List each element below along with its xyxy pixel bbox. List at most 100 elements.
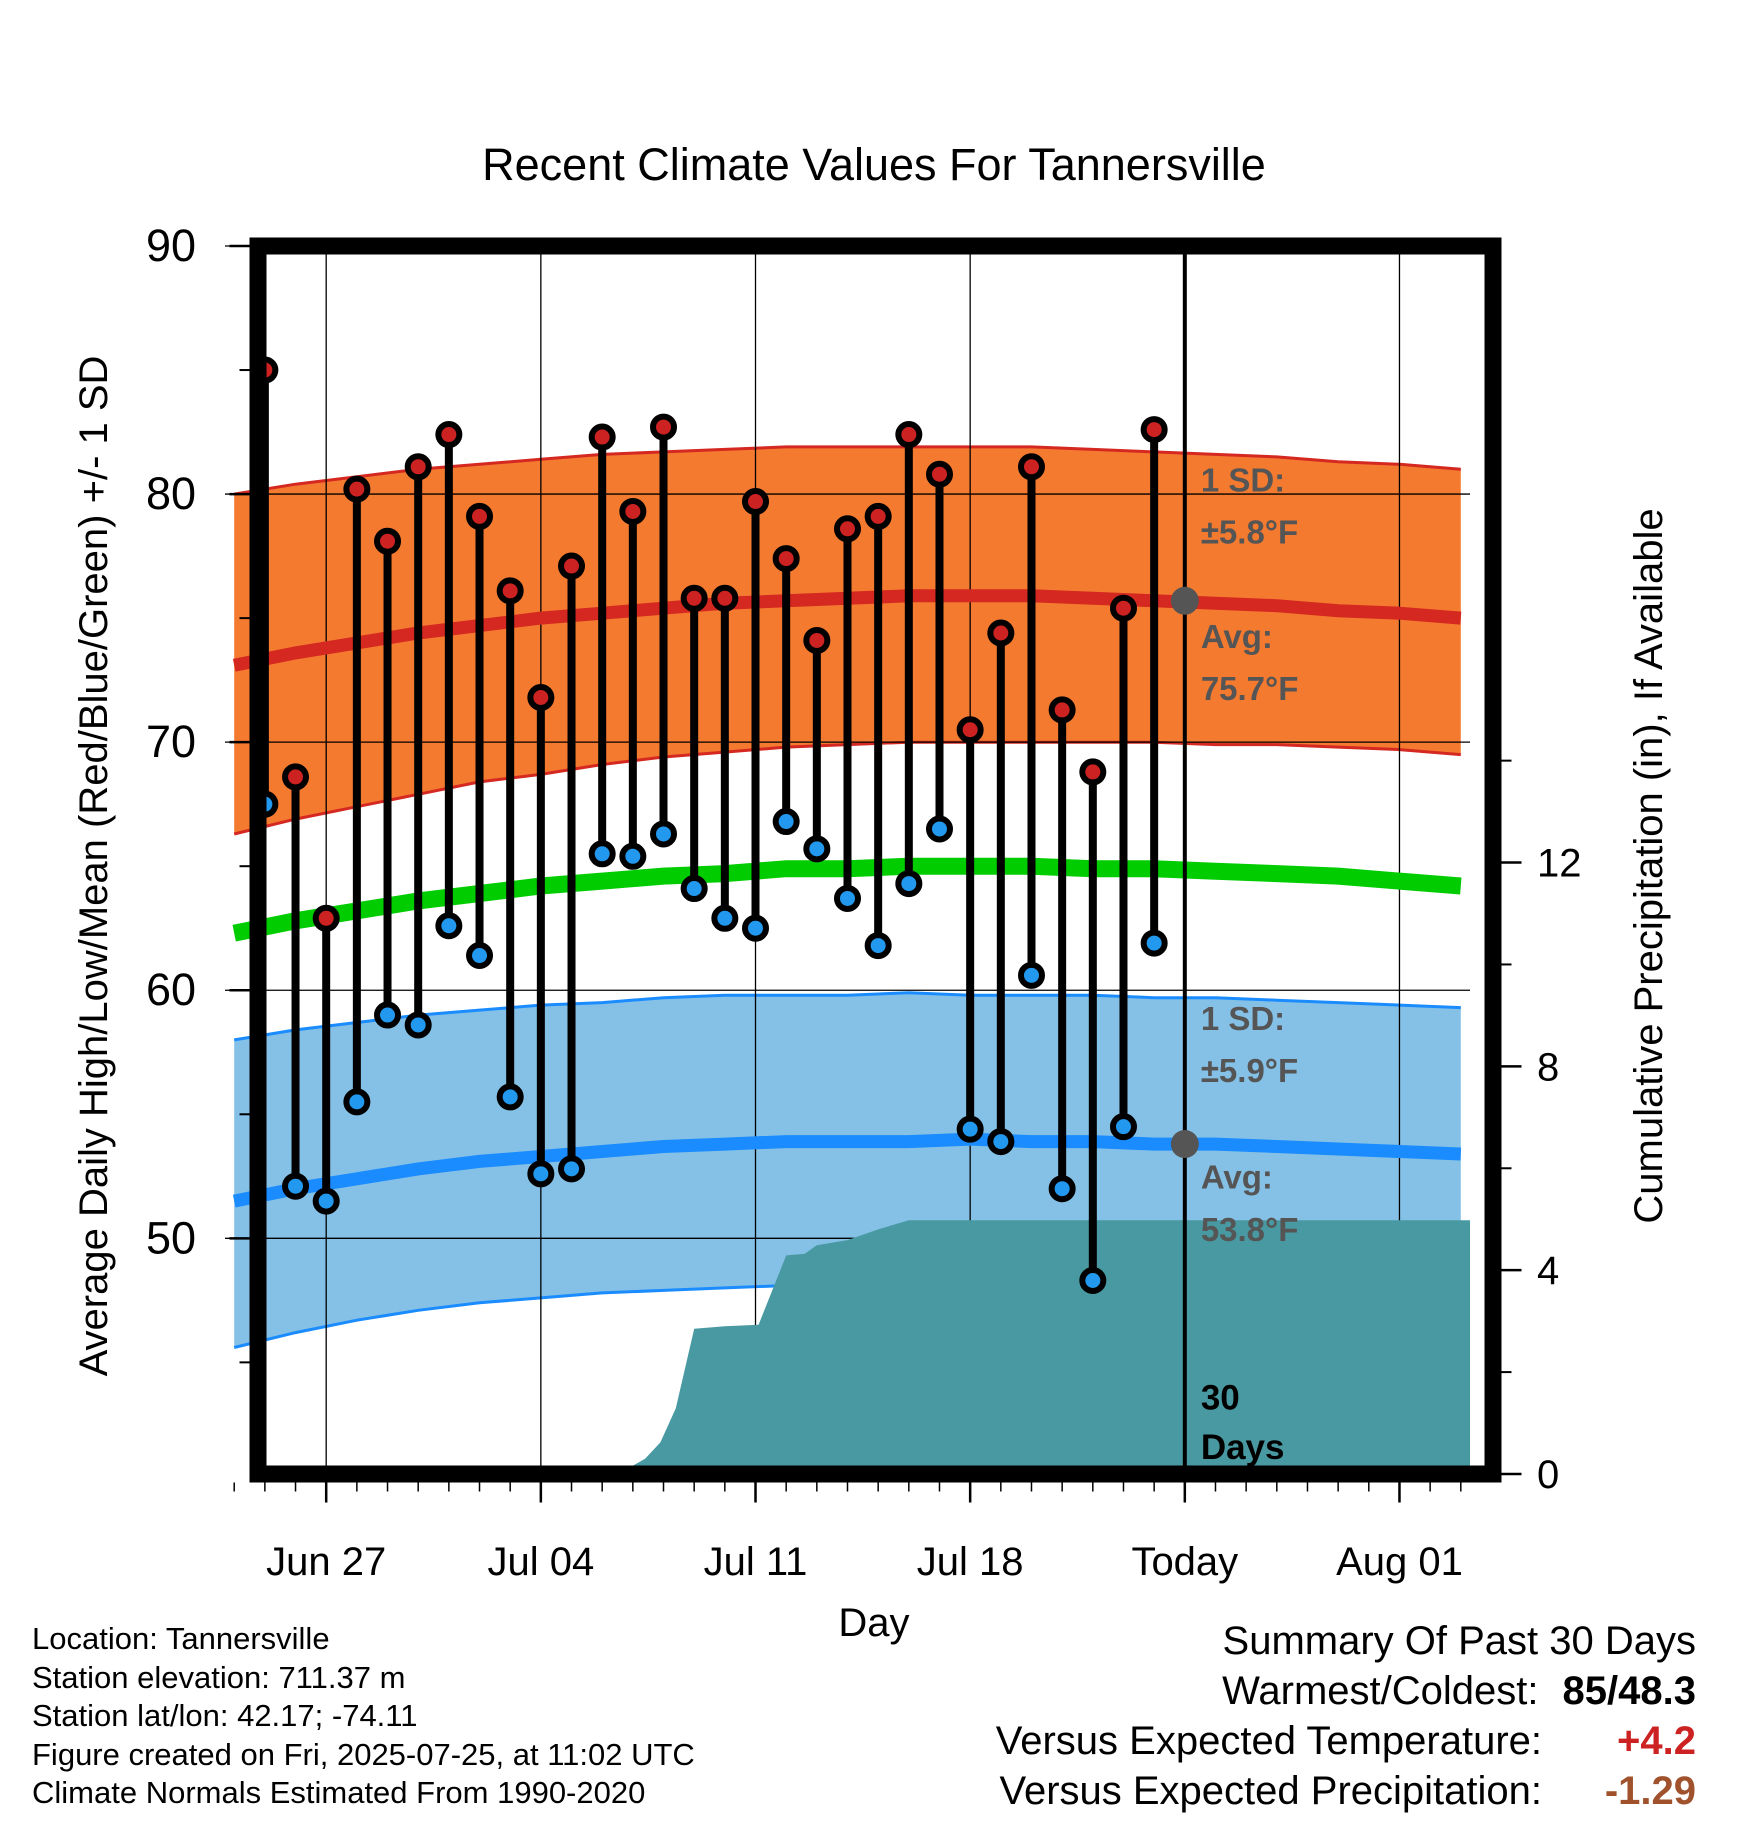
high-avg-value: 75.7°F [1201, 670, 1299, 707]
obs-high-point [343, 475, 371, 503]
obs-high-point [680, 584, 708, 612]
obs-low-point [558, 1155, 586, 1183]
obs-high-point [404, 453, 432, 481]
y2-axis-label: Cumulative Precipitation (in), If Availa… [1627, 508, 1671, 1223]
obs-low-point [987, 1128, 1015, 1156]
obs-high-point [496, 577, 524, 605]
station-latlon: Station lat/lon: 42.17; -74.11 [32, 1698, 418, 1733]
coldest-value: 48.3 [1618, 1669, 1696, 1713]
cumulative-precip-area [234, 1220, 1470, 1474]
obs-high-point [374, 527, 402, 555]
station-location: Location: Tannersville [32, 1621, 330, 1656]
temp-departure-value: +4.2 [1617, 1719, 1696, 1763]
y2-tick-label: 0 [1537, 1453, 1559, 1497]
obs-low-point [374, 1001, 402, 1029]
x-tick-label: Jul 04 [487, 1540, 594, 1584]
obs-low-point [435, 912, 463, 940]
obs-high-point [619, 497, 647, 525]
obs-high-point [282, 763, 310, 791]
x-tick-label: Aug 01 [1336, 1540, 1463, 1584]
obs-low-point [772, 808, 800, 836]
high-sd-label: 1 SD: [1201, 462, 1285, 499]
obs-high-point [527, 684, 555, 712]
y-axis-label: Average Daily High/Low/Mean (Red/Blue/Gr… [72, 356, 116, 1377]
warm-cold-separator: / [1607, 1669, 1619, 1713]
x-tick-label: Jul 11 [704, 1540, 808, 1584]
obs-low-point [711, 904, 739, 932]
plot-border [249, 237, 1502, 1483]
obs-low-point [1048, 1175, 1076, 1203]
high-sd-value: ±5.8°F [1201, 514, 1298, 551]
obs-low-point [680, 875, 708, 903]
obs-high-point [1140, 416, 1168, 444]
obs-high-point [772, 545, 800, 573]
today-low-marker [1170, 1130, 1199, 1159]
warmest-value: 85 [1562, 1669, 1608, 1713]
y-tick-label: 90 [146, 220, 196, 271]
summary-precip-row: Versus Expected Precipitation: -1.29 [996, 1766, 1696, 1816]
precip-departure-value: -1.29 [1604, 1769, 1696, 1813]
low-avg-label: Avg: [1201, 1159, 1273, 1196]
warm-cold-value: 85/48.3 [1563, 1666, 1696, 1716]
obs-low-point [1140, 929, 1168, 957]
x-tick-label: Today [1131, 1540, 1238, 1584]
today-high-marker [1170, 586, 1199, 615]
band-annotations: 1 SD: ±5.8°F Avg: 75.7°F 1 SD: ±5.9°F Avg: 53.8… [1201, 462, 1299, 1468]
obs-low-point [834, 884, 861, 912]
warm-cold-label: Warmest/Coldest: [1222, 1669, 1539, 1713]
low-avg-value: 53.8°F [1201, 1211, 1299, 1248]
obs-low-point [1079, 1266, 1107, 1294]
obs-low-point [588, 840, 616, 868]
summary-title: Summary Of Past 30 Days [1222, 1619, 1696, 1663]
obs-low-point [803, 835, 831, 863]
obs-high-point [803, 626, 831, 654]
obs-low-point [742, 914, 770, 942]
obs-low-point [496, 1083, 524, 1111]
obs-high-point [925, 460, 953, 488]
obs-high-point [588, 423, 616, 451]
low-sd-upper-edge [233, 991, 1461, 1042]
obs-low-point [895, 870, 923, 898]
y-tick-label: 80 [146, 468, 196, 519]
obs-high-point [834, 515, 861, 543]
obs-high-point [742, 488, 770, 516]
precip-departure-label: Versus Expected Precipitation: [999, 1769, 1542, 1813]
summary-warm-cold-row: Warmest/Coldest: 85/48.3 [996, 1666, 1696, 1716]
y2-tick-label: 12 [1537, 842, 1582, 886]
low-sd-value: ±5.9°F [1201, 1052, 1298, 1089]
high-sd-upper-edge [233, 445, 1461, 496]
obs-low-point [956, 1115, 984, 1143]
y-tick-label: 60 [146, 964, 196, 1015]
axes: 50 60 70 80 90 0 4 8 12 Jun 27 Jul 04 Jul 11 Jul 18 T… [146, 220, 1582, 1584]
obs-high-point [435, 421, 463, 449]
obs-high-point [711, 584, 739, 612]
y-tick-label: 50 [146, 1212, 196, 1263]
summary-title-row: Summary Of Past 30 Days [996, 1616, 1696, 1666]
obs-high-point [987, 619, 1015, 647]
obs-high-point [1109, 594, 1137, 622]
station-info: Location: Tannersville Station elevation… [32, 1620, 695, 1813]
precip-layer [234, 1220, 1470, 1474]
obs-low-point [527, 1160, 555, 1188]
chart-title: Recent Climate Values For Tannersville [482, 139, 1266, 190]
temp-departure-label: Versus Expected Temperature: [995, 1719, 1542, 1763]
summary-temp-row: Versus Expected Temperature: +4.2 [996, 1716, 1696, 1766]
obs-high-point [1017, 453, 1045, 481]
obs-low-point [466, 942, 494, 970]
obs-low-point [650, 820, 678, 848]
days-window-number: 30 [1201, 1378, 1240, 1417]
obs-low-point [1109, 1113, 1137, 1141]
normals-period: Climate Normals Estimated From 1990-2020 [32, 1775, 646, 1810]
y2-tick-label: 8 [1537, 1045, 1559, 1089]
x-axis-label: Day [838, 1601, 909, 1645]
summary-panel: Summary Of Past 30 Days Warmest/Coldest:… [996, 1616, 1696, 1816]
obs-high-point [312, 904, 340, 932]
y2-tick-label: 4 [1537, 1249, 1559, 1293]
obs-low-point [404, 1011, 432, 1039]
obs-low-point [1017, 961, 1045, 989]
y-tick-label: 70 [146, 716, 196, 767]
high-avg-label: Avg: [1201, 618, 1273, 655]
figure-created: Figure created on Fri, 2025-07-25, at 11… [32, 1736, 695, 1772]
obs-high-point [650, 413, 678, 441]
